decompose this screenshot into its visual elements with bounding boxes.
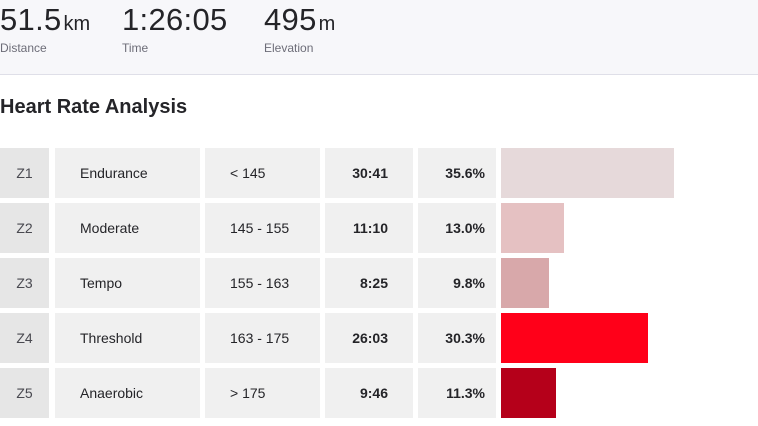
- elevation-unit: m: [318, 13, 336, 35]
- zone-distribution-bar: [501, 148, 674, 198]
- zone-bpm-range: < 145: [205, 148, 320, 198]
- distance-value: 51.5: [0, 2, 62, 37]
- zone-percent: 9.8%: [418, 258, 496, 308]
- zone-id: Z4: [0, 313, 49, 363]
- zone-distribution-bar: [501, 258, 549, 308]
- zone-id: Z2: [0, 203, 49, 253]
- elevation-value: 495: [264, 2, 317, 37]
- zone-percent: 11.3%: [418, 368, 496, 418]
- zone-row-z5: Z5 Anaerobic > 175 9:46 11.3%: [0, 368, 758, 418]
- zone-bpm-range: 155 - 163: [205, 258, 320, 308]
- distance-unit: km: [63, 13, 91, 35]
- zone-name: Threshold: [55, 313, 200, 363]
- zone-row-z4: Z4 Threshold 163 - 175 26:03 30.3%: [0, 313, 758, 363]
- elevation-stat: 495 m Elevation: [264, 2, 335, 55]
- zone-bpm-range: 145 - 155: [205, 203, 320, 253]
- zone-time: 11:10: [325, 203, 413, 253]
- zone-row-z3: Z3 Tempo 155 - 163 8:25 9.8%: [0, 258, 758, 308]
- zone-percent: 35.6%: [418, 148, 496, 198]
- zone-distribution-bar: [501, 203, 564, 253]
- zone-time: 8:25: [325, 258, 413, 308]
- zone-bpm-range: 163 - 175: [205, 313, 320, 363]
- zone-time: 26:03: [325, 313, 413, 363]
- zone-id: Z1: [0, 148, 49, 198]
- section-title: Heart Rate Analysis: [0, 96, 188, 118]
- distance-label: Distance: [0, 41, 47, 55]
- zone-row-z1: Z1 Endurance < 145 30:41 35.6%: [0, 148, 758, 198]
- zone-distribution-bar: [501, 368, 556, 418]
- time-value: 1:26:05: [122, 2, 228, 37]
- zone-time: 30:41: [325, 148, 413, 198]
- zone-distribution-bar: [501, 313, 648, 363]
- zone-name: Moderate: [55, 203, 200, 253]
- zone-id: Z5: [0, 368, 49, 418]
- zone-name: Endurance: [55, 148, 200, 198]
- zone-percent: 30.3%: [418, 313, 496, 363]
- zone-time: 9:46: [325, 368, 413, 418]
- zone-row-z2: Z2 Moderate 145 - 155 11:10 13.0%: [0, 203, 758, 253]
- elevation-label: Elevation: [264, 41, 314, 55]
- zone-name: Anaerobic: [55, 368, 200, 418]
- zone-percent: 13.0%: [418, 203, 496, 253]
- activity-stats-bar: 51.5 km Distance 1:26:05 Time 495 m Elevat…: [0, 0, 758, 75]
- zone-name: Tempo: [55, 258, 200, 308]
- zone-bpm-range: > 175: [205, 368, 320, 418]
- time-stat: 1:26:05 Time: [122, 2, 228, 55]
- zone-id: Z3: [0, 258, 49, 308]
- distance-stat: 51.5 km Distance: [0, 2, 90, 55]
- time-label: Time: [122, 41, 149, 55]
